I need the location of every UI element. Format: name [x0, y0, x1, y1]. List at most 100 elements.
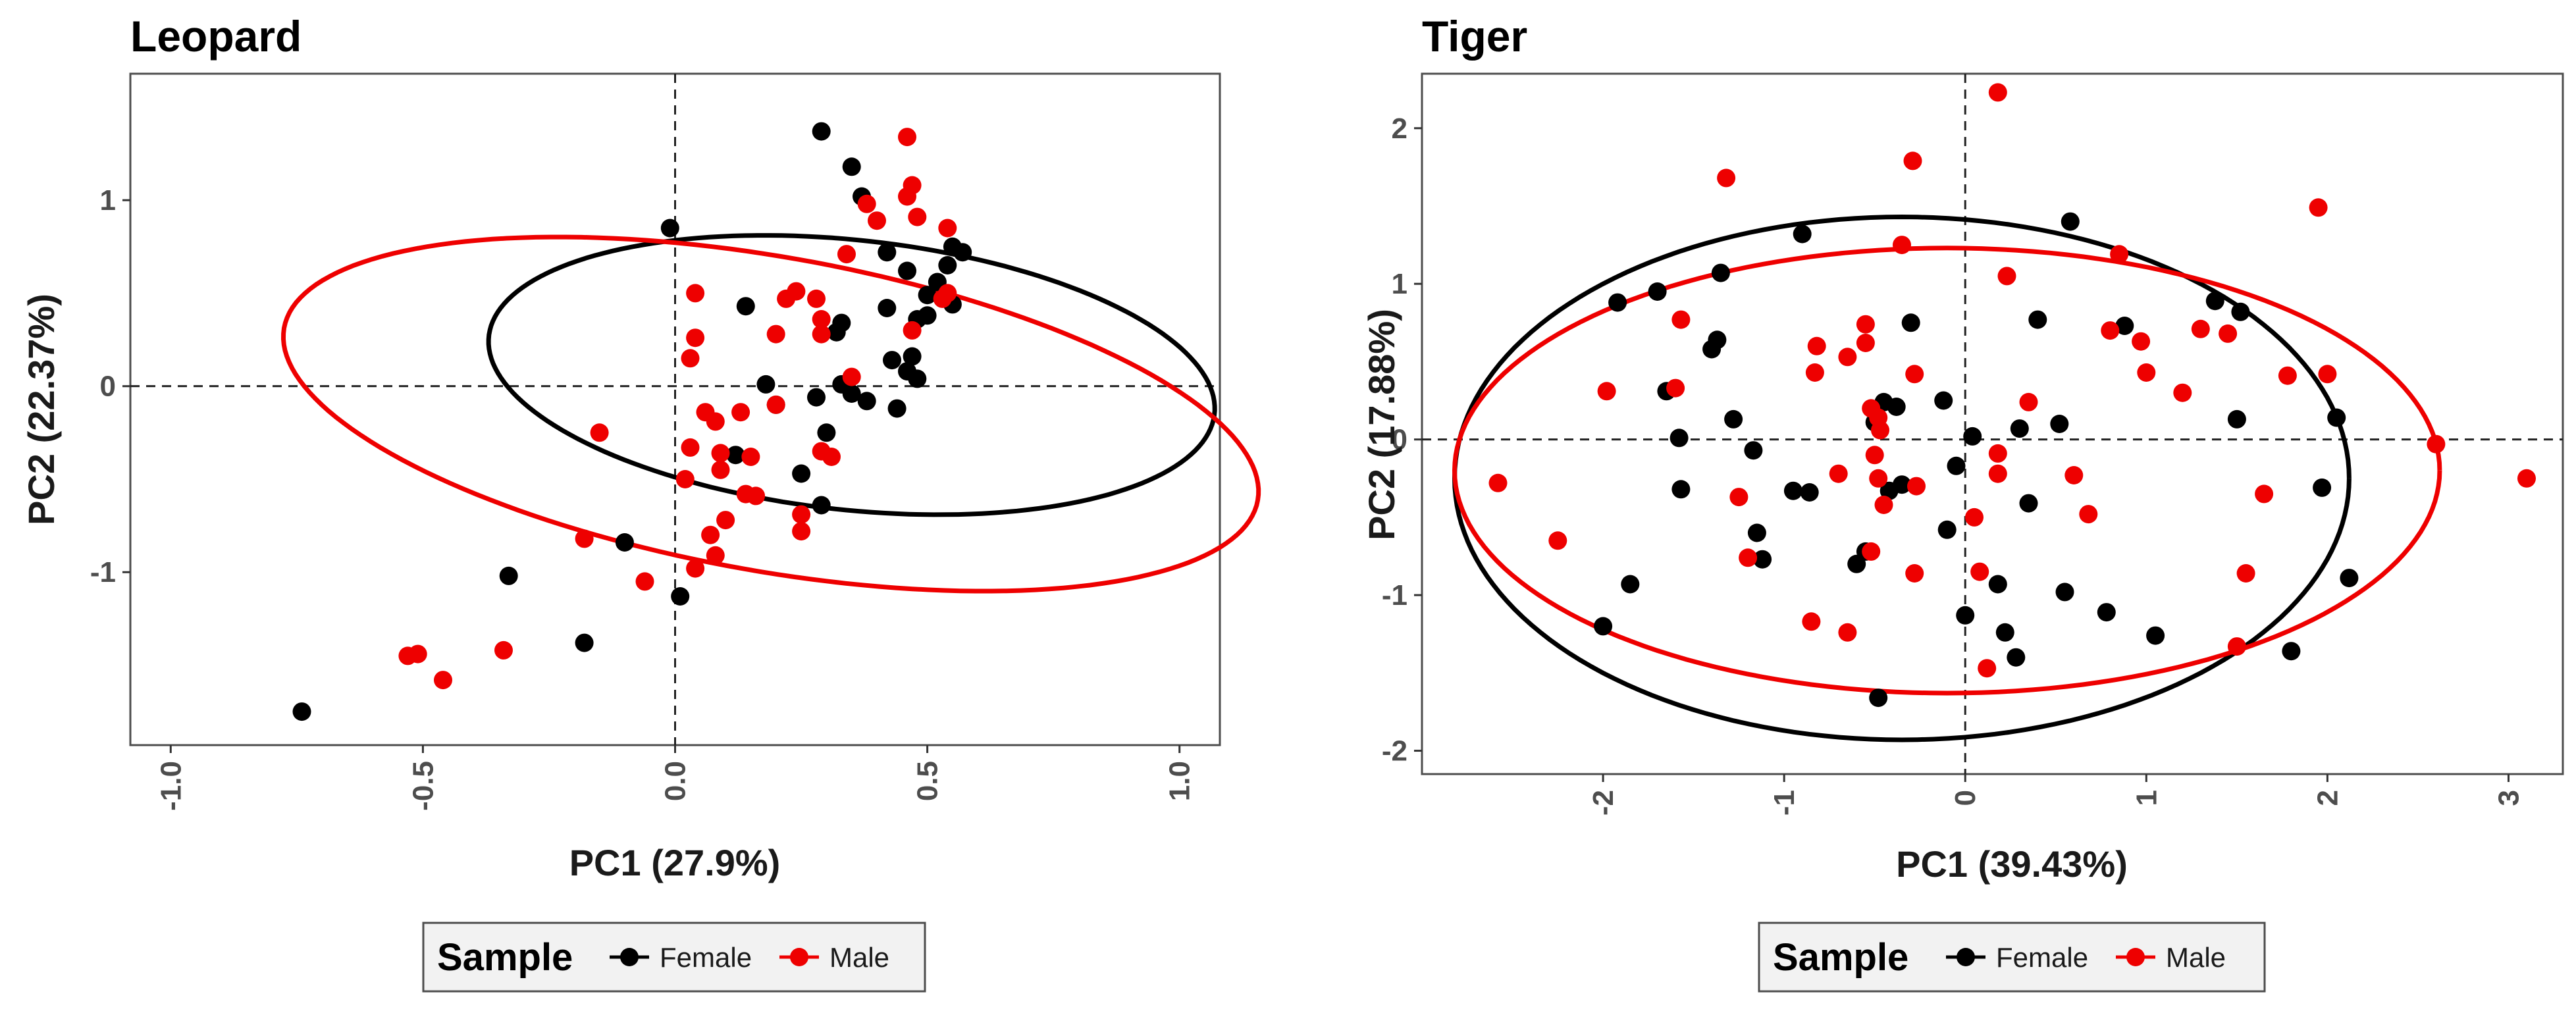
tiger-male-point — [1739, 548, 1758, 567]
leopard-female-point — [756, 375, 775, 394]
leopard-male-point — [908, 207, 927, 226]
leopard-reference-lines — [130, 74, 1220, 745]
tiger-points — [1488, 83, 2536, 708]
tiger-male-point — [1856, 334, 1875, 352]
tiger-female-point — [1869, 689, 1888, 708]
leopard-female-point — [736, 297, 755, 316]
leopard-male-point — [736, 484, 755, 504]
leopard-female-point — [827, 323, 846, 342]
leopard-male-point — [766, 395, 785, 414]
leopard-male-point — [434, 671, 452, 690]
leopard-x-tick-label: 1.0 — [1164, 761, 1196, 801]
tiger-female-point — [2028, 310, 2047, 329]
tiger-female-point — [1887, 398, 1906, 416]
tiger-female-point — [1963, 427, 1982, 446]
leopard-male-point — [933, 289, 952, 308]
tiger-female-point — [2050, 415, 2069, 433]
leopard-female-point — [842, 157, 861, 176]
tiger-female-point — [1956, 606, 1975, 625]
tiger-reference-lines — [1422, 74, 2563, 774]
tiger-x-axis-title: PC1 (39.43%) — [1896, 843, 2128, 885]
tiger-female-point — [1937, 520, 1957, 539]
leopard-y-tick-label: 1 — [100, 184, 116, 217]
tiger-male-point — [2079, 505, 2098, 524]
tiger-male-point — [1597, 382, 1616, 401]
tiger-female-point — [2146, 626, 2165, 645]
leopard-x-tick-label: -0.5 — [407, 761, 439, 811]
tiger-male-point — [2219, 324, 2238, 343]
leopard-male-point — [766, 325, 785, 344]
tiger-female-point — [1988, 575, 2007, 594]
tiger-female-point — [1669, 429, 1689, 448]
tiger-female-point — [2327, 408, 2346, 427]
tiger-male-point — [2132, 332, 2151, 351]
leopard-female-point — [903, 347, 922, 366]
leopard-female-point — [953, 243, 972, 262]
leopard-title: Leopard — [130, 12, 302, 61]
leopard-male-point — [635, 572, 654, 591]
tiger-male-point — [1802, 612, 1821, 631]
tiger-male-point — [1666, 378, 1685, 398]
tiger-male-point — [1871, 421, 1889, 440]
tiger-male-point — [2517, 469, 2536, 488]
tiger-male-point — [1869, 469, 1888, 488]
leopard-female-point — [898, 261, 916, 280]
tiger-male-point — [1905, 365, 1924, 384]
tiger-female-point — [1608, 293, 1627, 312]
leopard-female-point — [792, 464, 811, 483]
leopard-legend-male-label: Male — [829, 942, 889, 973]
leopard-y-axis-title: PC2 (22.37%) — [20, 294, 62, 525]
tiger-female-point — [1711, 263, 1730, 282]
leopard-y-ticks: 1 0 -1 — [90, 184, 130, 588]
tiger-male-point — [1978, 659, 1997, 678]
leopard-x-tick-label: -1.0 — [155, 761, 187, 811]
tiger-legend-male-marker — [2126, 948, 2145, 966]
tiger-male-point — [1829, 464, 1848, 483]
tiger-title: Tiger — [1422, 12, 1527, 61]
tiger-female-point — [1648, 282, 1667, 301]
tiger-x-tick-label: 1 — [2130, 790, 2163, 806]
tiger-male-point — [1874, 496, 1893, 514]
tiger-male-point — [1988, 444, 2007, 463]
leopard-male-point — [494, 640, 513, 660]
tiger-male-point — [1965, 508, 1984, 527]
tiger-female-point — [1708, 330, 1727, 350]
leopard-male-point — [812, 442, 831, 461]
leopard-male-point — [938, 219, 957, 238]
tiger-female-point — [2010, 419, 2029, 438]
leopard-female-point — [918, 306, 937, 325]
tiger-male-point — [1488, 473, 1508, 492]
tiger-male-point — [1903, 151, 1922, 170]
tiger-x-tick-label: 2 — [2311, 790, 2344, 806]
leopard-female-point — [812, 496, 831, 515]
leopard-panel: Leopard -1.0 -0.5 0.0 0.5 1.0 1 0 -1 PC1 (27.9… — [20, 12, 1261, 993]
tiger-male-point — [1548, 531, 1567, 550]
tiger-male-point — [1856, 315, 1875, 334]
leopard-male-point — [701, 525, 720, 544]
tiger-male-point — [1988, 83, 2007, 102]
tiger-plot-border — [1421, 72, 2564, 775]
leopard-male-point — [898, 187, 916, 206]
tiger-legend-female-marker — [1957, 948, 1975, 966]
tiger-male-point — [1729, 488, 1748, 507]
leopard-x-tick-label: 0.0 — [660, 761, 692, 801]
tiger-y-tick-label: -2 — [1382, 735, 1407, 768]
tiger-male-point — [2227, 637, 2246, 656]
leopard-x-tick-label: 0.5 — [912, 761, 944, 801]
leopard-legend-box — [422, 922, 926, 993]
tiger-female-point — [1594, 617, 1613, 636]
leopard-male-point — [575, 529, 594, 548]
tiger-male-point — [1862, 542, 1881, 561]
leopard-points — [292, 122, 972, 721]
tiger-male-point — [2110, 245, 2129, 264]
leopard-female-point — [575, 633, 594, 652]
tiger-female-point — [1671, 480, 1691, 499]
leopard-ellipses — [280, 233, 1261, 594]
tiger-male-point — [1970, 562, 1989, 581]
leopard-female-point — [887, 399, 907, 418]
tiger-male-point — [1988, 464, 2007, 483]
tiger-x-tick-label: -1 — [1768, 790, 1801, 816]
leopard-male-point — [868, 211, 886, 230]
tiger-female-point — [1793, 224, 1812, 244]
tiger-male-point — [2019, 392, 2038, 411]
